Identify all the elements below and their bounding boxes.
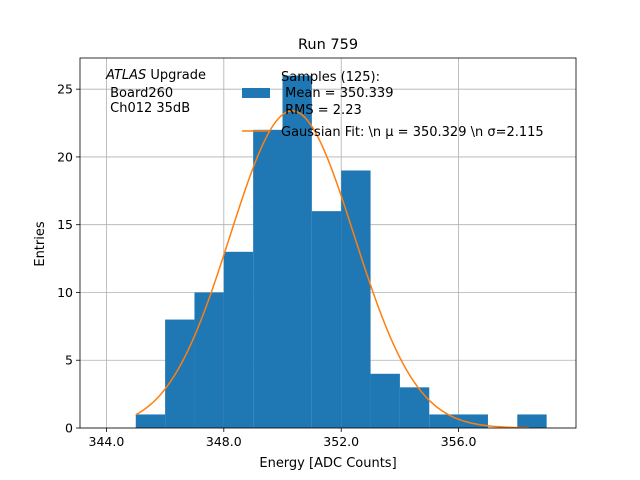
axes: 344.0 348.0 352.0 356.0 0 5 10 15 20 25	[57, 57, 577, 449]
histogram-bar	[194, 292, 224, 428]
x-axis-label: Energy [ADC Counts]	[259, 456, 396, 471]
annotation-line-1: ATLAS Upgrade	[105, 68, 206, 83]
histogram-bar	[399, 387, 430, 428]
y-tick-label: 15	[57, 217, 73, 232]
axes-frame	[79, 57, 577, 429]
histogram-bars	[135, 75, 547, 429]
histogram-bar	[341, 170, 371, 428]
y-tick-label: 20	[57, 149, 73, 164]
x-tick-label: 344.0	[89, 434, 125, 449]
legend-samples-line-3: RMS = 2.23	[281, 103, 362, 118]
y-tick-label: 0	[65, 421, 73, 436]
annotation-italic: ATLAS	[105, 68, 146, 83]
histogram-bar	[253, 129, 283, 429]
y-axis-label: Entries	[33, 221, 48, 267]
histogram-bar	[135, 414, 166, 428]
x-tick-label: 348.0	[206, 434, 242, 449]
y-tick-label: 25	[57, 82, 73, 97]
x-tick-label: 352.0	[323, 434, 359, 449]
atlas-annotation: ATLAS Upgrade Board260 Ch012 35dB	[105, 68, 206, 116]
legend: Samples (125): Mean = 350.339 RMS = 2.23…	[242, 70, 544, 140]
annotation-line-3: Ch012 35dB	[106, 101, 190, 116]
annotation-line-2: Board260	[106, 86, 173, 101]
histogram-bar	[311, 211, 342, 428]
legend-samples-line-2: Mean = 350.339	[281, 86, 393, 101]
y-tick-label: 5	[65, 353, 73, 368]
histogram-bar	[517, 414, 547, 428]
histogram-bar	[223, 251, 254, 428]
histogram-bar	[165, 319, 195, 428]
annotation-line-1-rest: Upgrade	[146, 68, 206, 83]
legend-samples-line-1: Samples (125):	[281, 70, 380, 85]
y-tick-label: 10	[57, 285, 73, 300]
gaussian-fit	[135, 110, 530, 429]
chart-title: Run 759	[298, 37, 358, 53]
histogram-bar	[429, 414, 459, 428]
legend-fit-label: Gaussian Fit: \n μ = 350.329 \n σ=2.115	[281, 125, 544, 140]
histogram-bar	[370, 373, 400, 428]
gaussian-fit-line	[135, 110, 530, 429]
x-tick-label: 356.0	[441, 434, 477, 449]
histogram-bar	[282, 75, 312, 428]
legend-samples-swatch	[242, 88, 270, 98]
